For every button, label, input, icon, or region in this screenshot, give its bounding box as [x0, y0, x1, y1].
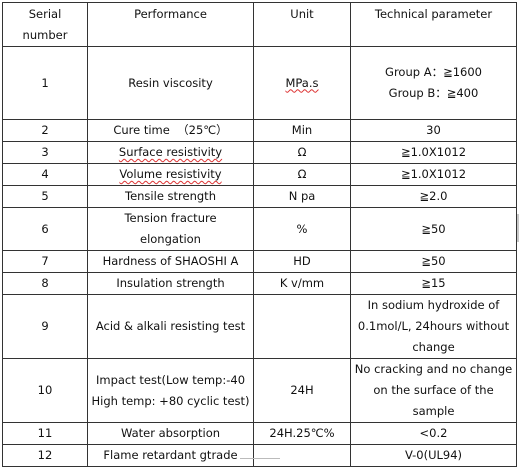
performance-cell: Volume resistivity — [87, 163, 254, 186]
unit-cell: N pa — [253, 185, 351, 208]
performance-line: elongation — [140, 232, 201, 246]
unit-cell: K v/mm — [253, 272, 351, 295]
parameter-cell: V-0(UL94) — [350, 444, 517, 467]
serial-cell: 9 — [2, 294, 88, 359]
unit-cell: % — [253, 207, 351, 251]
serial-cell: 3 — [2, 141, 88, 164]
parameter-line: sample — [412, 404, 455, 418]
parameter-cell: No cracking and no change on the surface… — [350, 358, 517, 423]
performance-cell: Tension fracture elongation — [87, 207, 254, 251]
serial-cell: 11 — [2, 422, 88, 445]
performance-line: Impact test(Low temp:-40 — [95, 372, 246, 387]
performance-cell: Insulation strength — [87, 272, 254, 295]
parameter-cell: <0.2 — [350, 422, 517, 445]
table-row: 6 Tension fracture elongation % ≧50 — [2, 207, 517, 251]
header-unit: Unit — [253, 2, 351, 47]
performance-cell: Hardness of SHAOSHI A — [87, 250, 254, 273]
parameter-line: No cracking and no change — [354, 362, 513, 376]
serial-cell: 10 — [2, 358, 88, 423]
parameter-cell: In sodium hydroxide of 0.1mol/L, 24hours… — [350, 294, 517, 359]
parameter-line: 0.1mol/L, 24hours without — [357, 319, 510, 333]
table-row: 2 Cure time （25℃） Min 30 — [2, 119, 517, 142]
performance-cell: Acid & alkali resisting test — [87, 294, 254, 359]
table-row: 8 Insulation strength K v/mm ≧15 — [2, 272, 517, 295]
parameter-cell: 30 — [350, 119, 517, 142]
table-row: 3 Surface resistivity Ω ≧1.0X1012 — [2, 141, 517, 164]
parameter-cell: ≧1.0X1012 — [350, 163, 517, 186]
serial-cell: 4 — [2, 163, 88, 186]
header-serial: Serial number — [2, 2, 88, 47]
serial-cell: 7 — [2, 250, 88, 273]
unit-cell: MPa.s — [253, 46, 351, 120]
table-row: 10 Impact test(Low temp:-40 High temp: +… — [2, 358, 517, 423]
performance-cell: Cure time （25℃） — [87, 119, 254, 142]
parameter-line: Group B：≧400 — [388, 86, 479, 100]
unit-cell: Ω — [253, 141, 351, 164]
table-row: 7 Hardness of SHAOSHI A HD ≧50 — [2, 250, 517, 273]
unit-cell: 24H — [253, 358, 351, 423]
unit-cell: HD — [253, 250, 351, 273]
unit-cell: Min — [253, 119, 351, 142]
serial-cell: 6 — [2, 207, 88, 251]
unit-cell: Ω — [253, 163, 351, 186]
parameter-line: change — [412, 340, 455, 354]
unit-cell: 24H.25℃% — [253, 422, 351, 445]
table-row: 12 Flame retardant gtrade V-0(UL94) — [2, 444, 517, 467]
parameter-line: In sodium hydroxide of — [367, 298, 500, 312]
header-row: Serial number Performance Unit Technical… — [2, 2, 517, 47]
parameter-cell: ≧50 — [350, 207, 517, 251]
performance-cell: Resin viscosity — [87, 46, 254, 120]
header-serial-line2: number — [22, 28, 68, 42]
serial-cell: 8 — [2, 272, 88, 295]
serial-cell: 1 — [2, 46, 88, 120]
performance-cell: Water absorption — [87, 422, 254, 445]
performance-text: Volume resistivity — [119, 167, 222, 181]
unit-cell — [253, 294, 351, 359]
unit-cell — [253, 444, 351, 467]
performance-cell: Flame retardant gtrade — [87, 444, 254, 467]
performance-cell: Impact test(Low temp:-40 High temp: +80 … — [87, 358, 254, 423]
header-parameter: Technical parameter — [350, 2, 517, 47]
table-row: 4 Volume resistivity Ω ≧1.0X1012 — [2, 163, 517, 186]
serial-cell: 2 — [2, 119, 88, 142]
parameter-cell: ≧50 — [350, 250, 517, 273]
performance-cell: Surface resistivity — [87, 141, 254, 164]
performance-line: High temp: +80 cyclic test) — [91, 393, 250, 408]
performance-line: Tension fracture — [124, 211, 217, 225]
header-performance: Performance — [87, 2, 254, 47]
table-row: 11 Water absorption 24H.25℃% <0.2 — [2, 422, 517, 445]
parameter-line: on the surface of the — [373, 383, 494, 397]
performance-text: Surface resistivity — [118, 145, 223, 159]
table-row: 1 Resin viscosity MPa.s Group A：≧1600 Gr… — [2, 46, 517, 120]
unit-text: MPa.s — [285, 75, 319, 90]
parameter-cell: Group A：≧1600 Group B：≧400 — [350, 46, 517, 120]
scroll-indicator — [517, 214, 519, 242]
table-row: 5 Tensile strength N pa ≧2.0 — [2, 185, 517, 208]
parameter-line: Group A：≧1600 — [385, 65, 482, 79]
table-row: 9 Acid & alkali resisting test In sodium… — [2, 294, 517, 359]
serial-cell: 5 — [2, 185, 88, 208]
page-divider — [240, 458, 280, 459]
serial-cell: 12 — [2, 444, 88, 467]
performance-cell: Tensile strength — [87, 185, 254, 208]
parameter-cell: ≧15 — [350, 272, 517, 295]
parameter-cell: ≧2.0 — [350, 185, 517, 208]
header-serial-line1: Serial — [28, 7, 62, 21]
parameter-cell: ≧1.0X1012 — [350, 141, 517, 164]
